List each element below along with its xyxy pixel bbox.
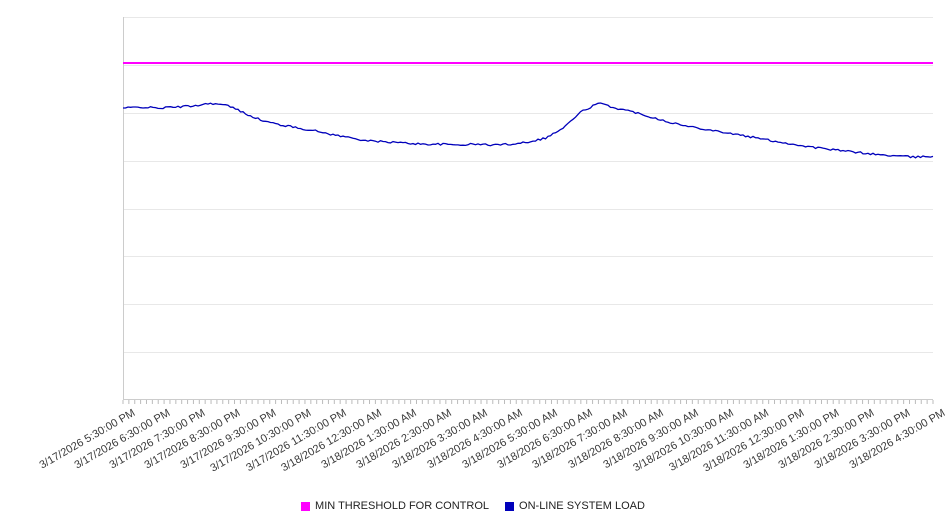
legend-item-system-load: ON-LINE SYSTEM LOAD	[505, 500, 645, 512]
blue-swatch-icon	[505, 501, 515, 511]
legend-label-system-load: ON-LINE SYSTEM LOAD	[519, 500, 645, 512]
plot-area	[122, 17, 934, 404]
legend-item-min-threshold: MIN THRESHOLD FOR CONTROL	[301, 500, 489, 512]
line-chart-svg	[122, 17, 934, 404]
legend: MIN THRESHOLD FOR CONTROL ON-LINE SYSTEM…	[0, 500, 946, 512]
magenta-swatch-icon	[301, 501, 311, 511]
x-axis: 3/17/2026 5:30:00 PM 3/17/2026 6:30:00 PM…	[0, 404, 946, 494]
legend-label-min-threshold: MIN THRESHOLD FOR CONTROL	[315, 500, 490, 512]
